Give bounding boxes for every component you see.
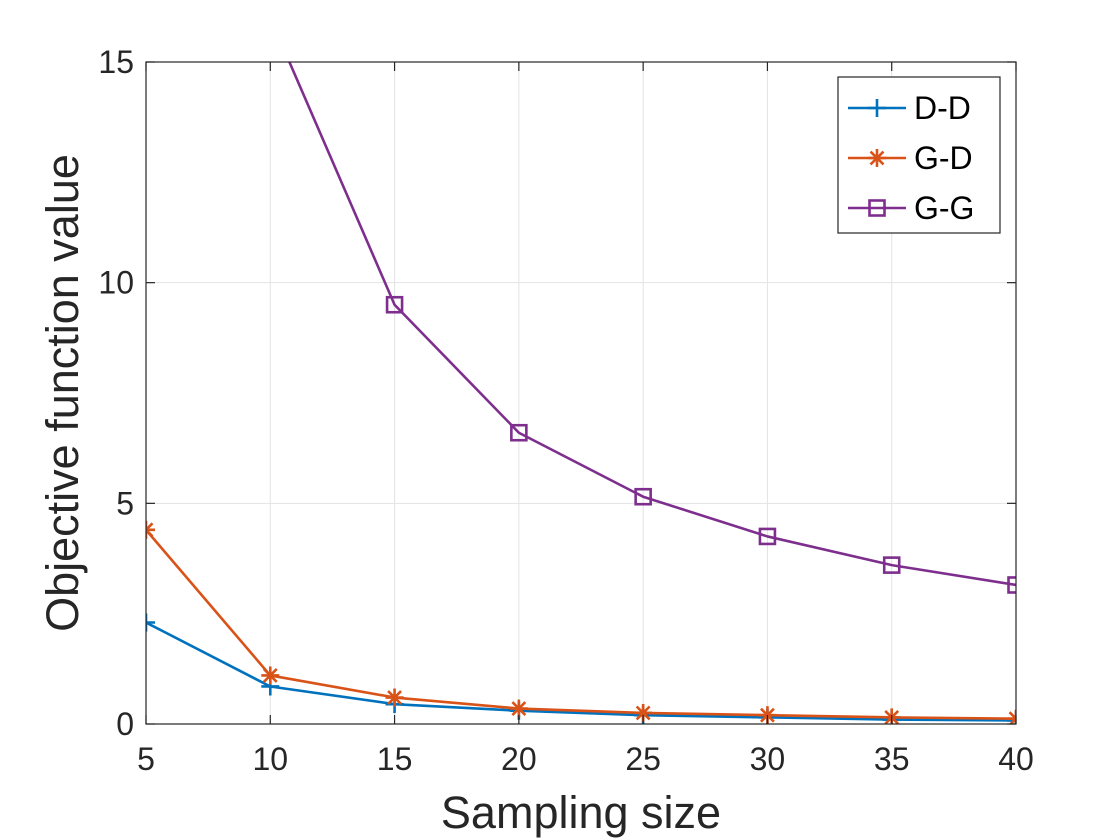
x-tick-label: 25 (625, 741, 661, 777)
x-tick-label: 10 (252, 741, 288, 777)
legend-marker-g-g (868, 199, 886, 217)
ticks (145, 61, 1017, 725)
data-point-g-g (385, 295, 404, 314)
legend-entries: D-D G-D G-G (848, 90, 974, 226)
legend-item-d-d: D-D (848, 90, 971, 126)
data-point-g-d (146, 520, 155, 539)
series-line-g-g (287, 62, 1016, 587)
data-point-g-d (509, 699, 528, 718)
plot-frame (145, 61, 1017, 725)
data-point-g-d (1007, 709, 1016, 724)
legend-label-g-d: G-D (914, 140, 973, 176)
data-point-d-d (146, 613, 155, 632)
legend-label-d-d: D-D (914, 90, 971, 126)
legend-marker-g-d (868, 149, 886, 167)
series-line-g-d (146, 528, 1016, 721)
y-tick-label: 0 (116, 706, 134, 742)
y-tick-label: 15 (98, 44, 134, 80)
data-point-g-d (385, 688, 404, 707)
data-point-g-g (758, 527, 777, 546)
x-axis-label: Sampling size (441, 787, 721, 838)
x-tick-label: 40 (998, 741, 1034, 777)
data-point-g-d (261, 666, 280, 685)
x-tick-label: 35 (874, 741, 910, 777)
data-point-d-d (1007, 711, 1016, 724)
data-point-g-g (882, 556, 901, 574)
legend-item-g-d: G-D (848, 140, 973, 176)
y-axis-label: Objective function value (37, 154, 88, 632)
data-point-g-g (634, 487, 652, 506)
x-tick-label: 20 (501, 741, 537, 777)
series-g-g (263, 10, 1016, 594)
legend-item-g-g: G-G (848, 190, 974, 226)
data-point-g-g (1007, 576, 1016, 594)
legend: D-D G-D G-G (837, 76, 1001, 234)
x-tick-label: 5 (137, 741, 155, 777)
x-tick-label: 30 (750, 741, 786, 777)
series-line-d-d (146, 621, 1016, 722)
data-point-g-g (510, 423, 528, 442)
y-tick-label: 5 (116, 485, 134, 521)
data-point-g-d (634, 703, 653, 722)
x-tick-label: 15 (377, 741, 413, 777)
y-tick-label: 10 (98, 265, 134, 301)
legend-marker-d-d (868, 99, 886, 117)
data-point-g-g (263, 10, 278, 25)
legend-label-g-g: G-G (914, 190, 974, 226)
